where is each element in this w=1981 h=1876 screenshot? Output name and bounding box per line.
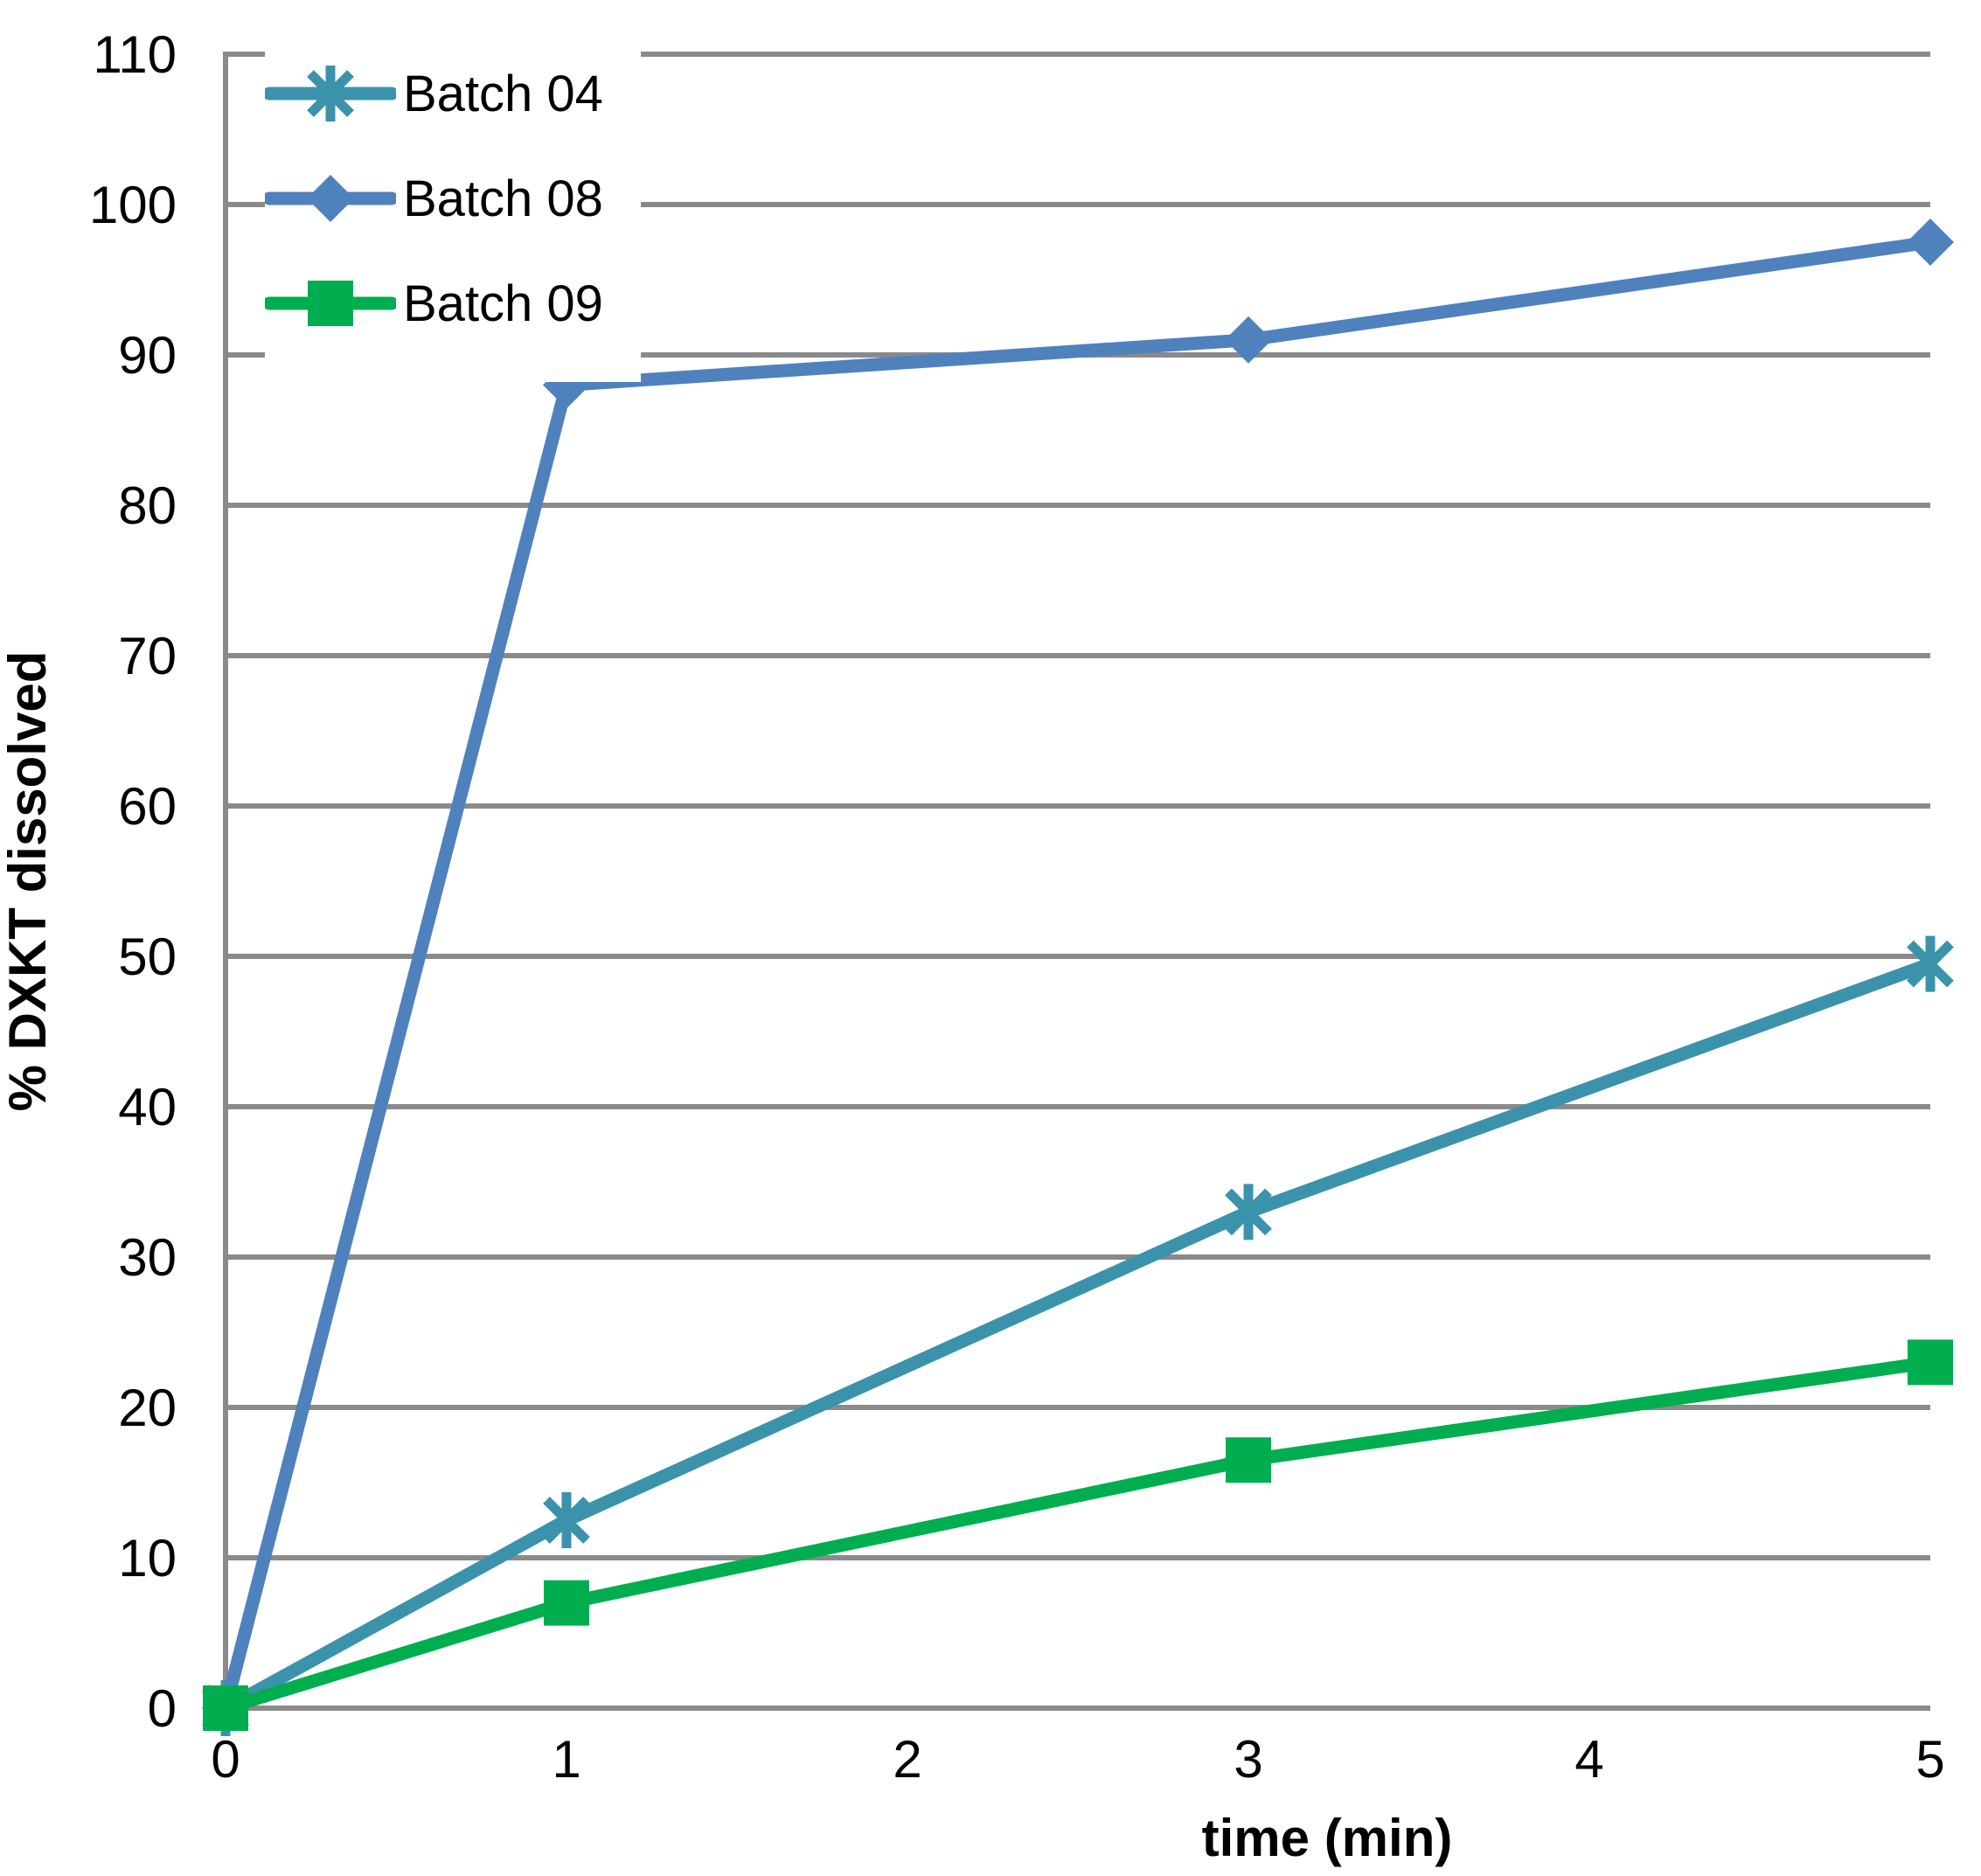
legend-label: Batch 09	[403, 274, 603, 332]
x-tick-label-3: 3	[1234, 1730, 1262, 1789]
marker-asterisk-batch-04-t3	[1225, 1184, 1272, 1240]
x-tick-label-0: 0	[211, 1730, 240, 1789]
y-axis-title: % DXKT dissolved	[0, 651, 57, 1112]
series-batch-09	[203, 1339, 1953, 1731]
axes-layer	[223, 52, 1930, 1711]
x-tick-label-2: 2	[893, 1730, 921, 1789]
legend-item-batch-08: Batch 08	[265, 163, 641, 233]
line-batch-08	[219, 235, 1937, 1715]
line-batch-09	[219, 1355, 1937, 1715]
marker-square-batch-09-t3	[1226, 1437, 1271, 1483]
legend-item-batch-04: Batch 04	[265, 59, 641, 129]
y-tick-label-10: 10	[118, 1529, 177, 1588]
y-tick-label-70: 70	[118, 627, 177, 685]
legend-marker-diamond	[307, 175, 354, 222]
line-batch-04	[219, 957, 1937, 1715]
marker-asterisk-batch-04-t1	[543, 1492, 590, 1548]
x-tick-label-5: 5	[1915, 1730, 1944, 1789]
marker-square-batch-09-t1	[544, 1580, 589, 1626]
y-tick-label-0: 0	[148, 1679, 177, 1738]
legend-swatch-square-icon	[265, 281, 396, 326]
series-layer	[202, 219, 1954, 1736]
y-tick-label-40: 40	[118, 1078, 177, 1136]
series-batch-08	[202, 219, 1954, 1732]
marker-square-batch-09-t0	[203, 1685, 248, 1731]
y-tick-label-20: 20	[118, 1379, 177, 1437]
y-tick-label-80: 80	[118, 476, 177, 535]
legend-label: Batch 08	[403, 170, 603, 227]
x-tick-label-4: 4	[1574, 1730, 1603, 1789]
x-tick-label-1: 1	[552, 1730, 580, 1789]
marker-asterisk-batch-04-t5	[1907, 935, 1954, 992]
x-axis-title: time (min)	[1202, 1809, 1453, 1867]
marker-diamond-batch-08-t3	[1225, 316, 1272, 364]
y-tick-label-60: 60	[118, 777, 177, 836]
legend: Batch 04 Batch 08 Batch 09	[265, 39, 641, 382]
series-batch-04	[202, 935, 1954, 1736]
y-tick-label-100: 100	[89, 176, 177, 234]
legend-swatch-asterisk-icon	[265, 66, 396, 122]
legend-label: Batch 04	[403, 65, 603, 122]
marker-square-batch-09-t5	[1908, 1339, 1953, 1386]
marker-diamond-batch-08-t5	[1907, 219, 1954, 266]
legend-marker-square	[308, 281, 353, 326]
y-tick-label-90: 90	[118, 326, 177, 385]
legend-swatch-diamond-icon	[265, 175, 396, 222]
y-tick-label-50: 50	[118, 928, 177, 986]
legend-marker-asterisk	[307, 66, 354, 122]
tick-labels-layer: 0 10 20 30 40 50 60 70 80 90 100 110 0 1 2 3 4 5	[89, 25, 1945, 1789]
legend-item-batch-09: Batch 09	[265, 268, 641, 338]
y-tick-label-30: 30	[118, 1228, 177, 1287]
y-tick-label-110: 110	[93, 25, 177, 84]
